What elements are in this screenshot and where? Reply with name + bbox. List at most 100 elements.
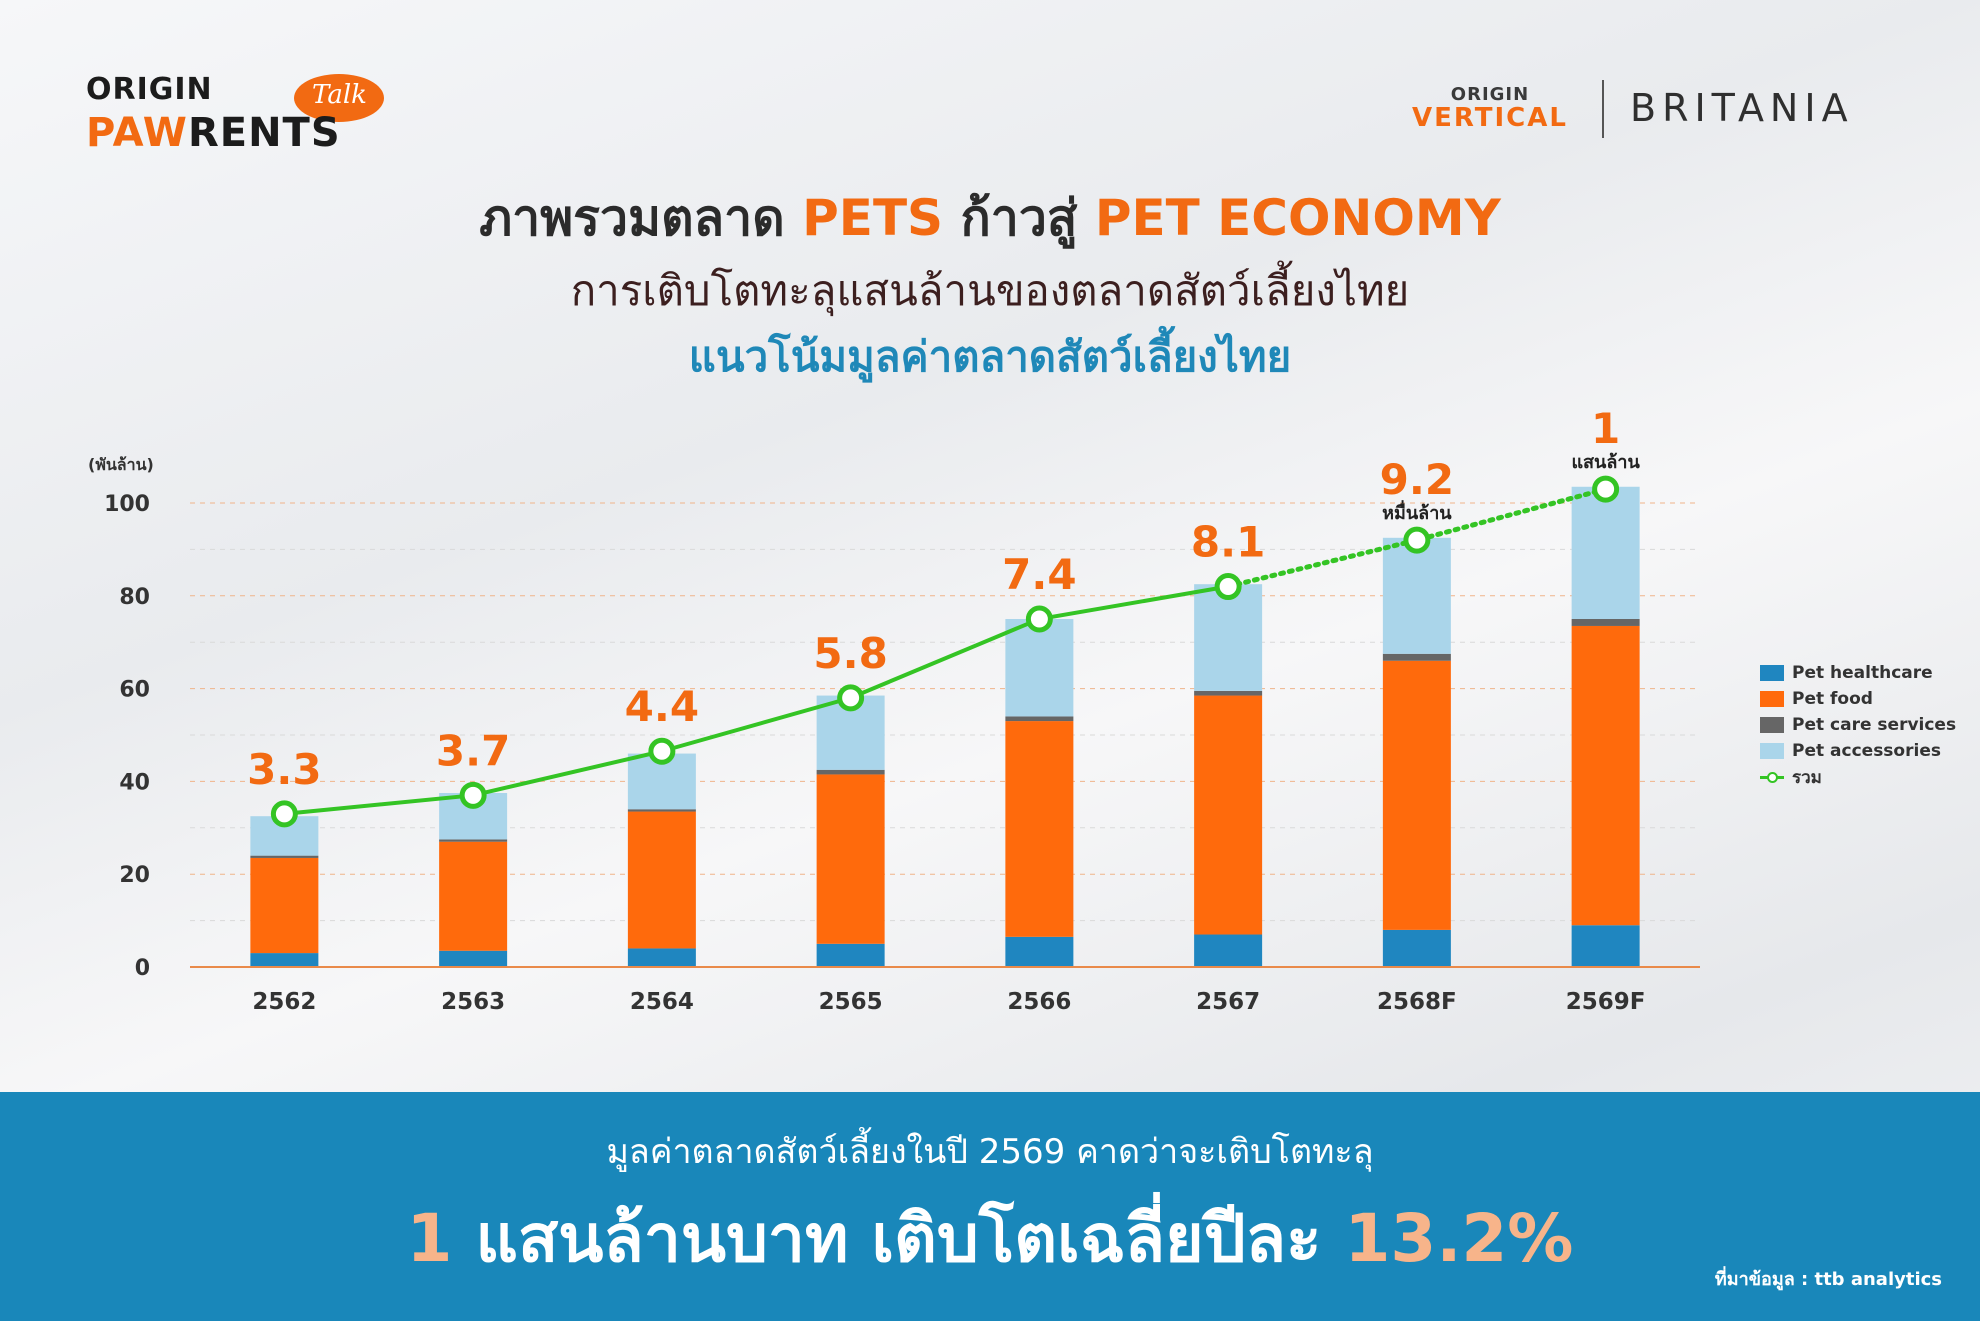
bar-segment-pet-food (1382, 660, 1451, 930)
x-tick-label: 2563 (441, 989, 505, 1015)
total-unit-label: แสนล้าน (1571, 452, 1640, 473)
legend-swatch-care (1760, 717, 1784, 733)
bar-segment-pet-healthcare (1571, 925, 1640, 967)
summary-number: 1 (406, 1200, 453, 1277)
title-part2: ก้าวสู่ (943, 189, 1095, 247)
bar-segment-pet-accessories (1382, 537, 1451, 654)
bar-segment-pet-healthcare (1005, 936, 1074, 967)
total-value-label: 3.7 (436, 726, 510, 775)
total-point (459, 781, 487, 809)
summary-banner: มูลค่าตลาดสัตว์เลี้ยงในปี 2569 คาดว่าจะเ… (0, 1092, 1980, 1321)
logo-paw: PAW (86, 110, 188, 156)
y-tick-label: 60 (119, 678, 150, 703)
source-note: ที่มาข้อมูล : ttb analytics (1714, 1269, 1942, 1290)
bar-segment-pet-care-services (1382, 653, 1451, 661)
title-accent-economy: PET ECONOMY (1094, 189, 1501, 247)
total-point (837, 684, 865, 712)
legend-label-healthcare: Pet healthcare (1792, 663, 1933, 683)
x-tick-label: 2564 (630, 989, 694, 1015)
legend-item-total: รวม (1760, 764, 1956, 790)
chart-legend: Pet healthcare Pet food Pet care service… (1760, 660, 1956, 790)
bar-segment-pet-food (250, 857, 319, 954)
total-point (648, 737, 676, 765)
bar-segment-pet-care-services (816, 769, 885, 775)
title-part1: ภาพรวมตลาด (479, 189, 803, 247)
bar-segment-pet-care-services (1571, 619, 1640, 626)
x-tick-label: 2562 (252, 989, 316, 1015)
bar-segment-pet-accessories (1194, 584, 1263, 691)
total-point (270, 800, 298, 828)
bar-segment-pet-care-services (250, 855, 319, 858)
page-subtitle: การเติบโตทะลุแสนล้านของตลาดสัตว์เลี้ยงไท… (570, 266, 1410, 315)
bar-segment-pet-healthcare (1382, 929, 1451, 967)
legend-swatch-healthcare (1760, 665, 1784, 681)
logo-rents: RENTS (187, 110, 341, 156)
x-tick-label: 2566 (1007, 989, 1071, 1015)
bar-segment-pet-healthcare (1194, 934, 1263, 967)
legend-label-accessories: Pet accessories (1792, 741, 1941, 761)
bar-segment-pet-accessories (1571, 486, 1640, 619)
legend-item-food: Pet food (1760, 686, 1956, 712)
total-point (1592, 475, 1620, 503)
total-value-label: 9.2 (1380, 455, 1454, 504)
chart-heading: แนวโน้มมูลค่าตลาดสัตว์เลี้ยงไทย (688, 332, 1292, 381)
britania-logo: BRITANIA (1630, 86, 1854, 130)
origin-vertical-bottom: VERTICAL (1412, 103, 1568, 133)
total-point (1214, 573, 1242, 601)
total-point (1403, 526, 1431, 554)
logo-talk-text: Talk (312, 80, 367, 110)
bar-segment-pet-care-services (1194, 690, 1263, 696)
page-title: ภาพรวมตลาด PETS ก้าวสู่ PET ECONOMY (0, 178, 1980, 258)
total-point (1025, 605, 1053, 633)
y-tick-label: 100 (104, 492, 150, 517)
summary-line2: 1 แสนล้านบาท เติบโตเฉลี่ยปีละ 13.2% (0, 1186, 1980, 1291)
legend-swatch-total (1760, 769, 1784, 785)
bar-segment-pet-care-services (1005, 716, 1074, 722)
y-axis-unit-label: (พันล้าน) (88, 455, 154, 474)
y-tick-label: 20 (119, 863, 150, 888)
bar-segment-pet-food (1571, 625, 1640, 926)
bar-segment-pet-food (627, 811, 696, 949)
logo-divider (1602, 80, 1604, 138)
total-value-label: 7.4 (1002, 550, 1076, 599)
partner-logos: ORIGIN VERTICAL BRITANIA (1400, 80, 1900, 140)
y-tick-label: 80 (119, 585, 150, 610)
legend-label-care: Pet care services (1792, 715, 1957, 735)
total-value-label: 5.8 (813, 629, 887, 678)
header: ภาพรวมตลาด PETS ก้าวสู่ PET ECONOMY การเ… (0, 178, 1980, 390)
legend-item-healthcare: Pet healthcare (1760, 660, 1956, 686)
origin-vertical-logo: ORIGIN VERTICAL (1400, 84, 1580, 133)
legend-swatch-accessories (1760, 743, 1784, 759)
total-line-actual (284, 584, 1229, 816)
legend-item-care: Pet care services (1760, 712, 1956, 738)
bar-segment-pet-healthcare (250, 953, 319, 967)
y-tick-label: 40 (119, 770, 150, 795)
title-accent-pets: PETS (802, 189, 944, 247)
bar-segment-pet-healthcare (439, 950, 508, 967)
bar-segment-pet-healthcare (627, 948, 696, 967)
summary-text: แสนล้านบาท เติบโตเฉลี่ยปีละ (452, 1200, 1345, 1277)
bar-segment-pet-food (1194, 695, 1263, 935)
summary-growth-pct: 13.2% (1344, 1200, 1574, 1277)
origin-pawrents-logo: ORIGIN Talk PAWRENTS (86, 72, 386, 162)
total-value-label: 4.4 (625, 682, 699, 731)
y-tick-label: 0 (135, 956, 150, 981)
total-value-label: 8.1 (1191, 518, 1265, 567)
origin-vertical-top: ORIGIN (1450, 84, 1530, 105)
bar-segment-pet-healthcare (816, 943, 885, 967)
bar-segment-pet-care-services (439, 839, 508, 842)
legend-label-total: รวม (1792, 767, 1822, 788)
x-tick-label: 2568F (1377, 989, 1457, 1015)
bar-segment-pet-food (1005, 721, 1074, 937)
total-unit-label: หมื่นล้าน (1382, 500, 1452, 524)
talk-bubble-icon (294, 74, 384, 122)
bar-segment-pet-food (439, 841, 508, 951)
total-value-label: 3.3 (247, 745, 321, 794)
logo-pawrents-text: PAWRENTS (86, 110, 341, 156)
legend-label-food: Pet food (1792, 689, 1873, 709)
stacked-bar-chart: (พันล้าน) 0 20 40 60 80 100 2562 2563 2564 2565 256… (88, 404, 1700, 1015)
total-value-label: 1 (1591, 404, 1620, 453)
x-tick-label: 2569F (1566, 989, 1646, 1015)
bar-segment-pet-care-services (627, 809, 696, 812)
legend-item-accessories: Pet accessories (1760, 738, 1956, 764)
